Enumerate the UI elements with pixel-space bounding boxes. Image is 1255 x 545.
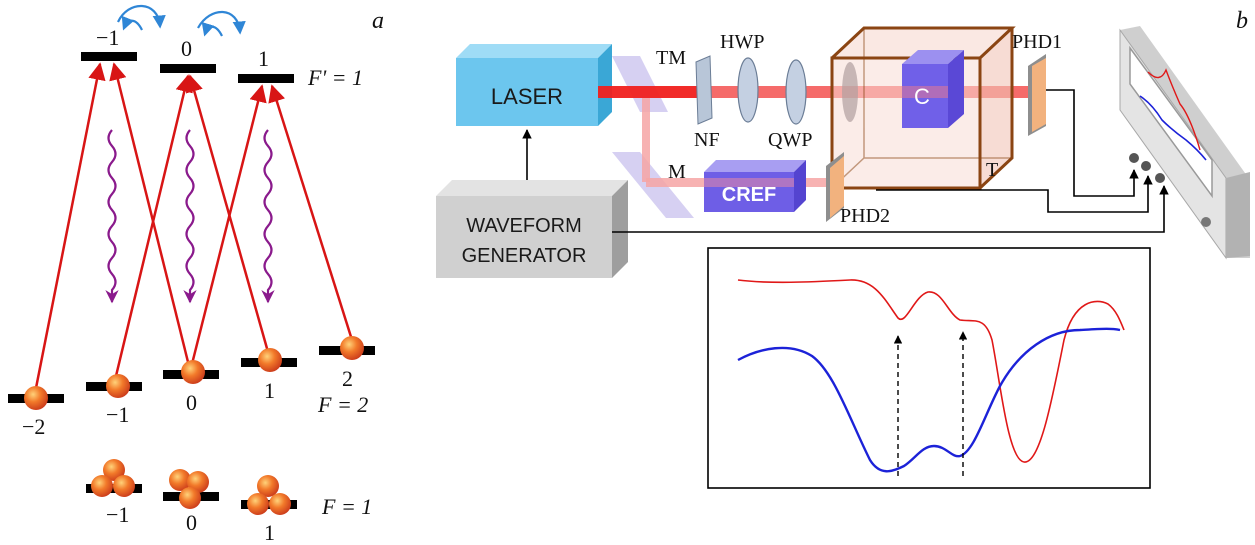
t-label: T [986, 159, 998, 181]
atom [258, 348, 282, 372]
atom-cluster-m1 [247, 475, 291, 515]
upper-sublevel-m1 [238, 74, 294, 83]
middle-label-m1: 1 [264, 378, 275, 403]
pump-arrow-3 [190, 84, 267, 365]
lower-label-m0: 0 [186, 510, 197, 535]
laser-label: LASER [491, 84, 563, 109]
panel-b-label: b [1236, 8, 1248, 34]
hwp-element: HWP [720, 31, 764, 123]
upper-label-m0: 0 [181, 36, 192, 61]
middle-label-m-2: −2 [22, 414, 45, 439]
atom [106, 374, 130, 398]
waveform-generator-label-1: WAVEFORM [466, 215, 582, 237]
panel-a-label: a [372, 8, 384, 34]
lower-label-m1: 1 [264, 520, 275, 545]
phd1-label: PHD1 [1012, 31, 1062, 53]
panel-b: b LASER WAVEFORM GENERATOR TM [436, 8, 1250, 489]
signal-wires [612, 89, 1169, 233]
decay-arrow-1 [105, 129, 119, 304]
upper-level: −1 0 1 F' = 1 [81, 25, 363, 90]
lower-level: −1 0 1 F = 1 [86, 459, 372, 545]
upper-sublevel-m0 [160, 64, 216, 73]
atom [24, 386, 48, 410]
scope-knob [1201, 217, 1211, 227]
upper-level-name: F' = 1 [307, 65, 363, 90]
waveform-generator: WAVEFORM GENERATOR [436, 180, 628, 278]
m-label: M [668, 161, 686, 183]
atom-cluster-m0 [169, 469, 209, 509]
thermostat: C T [830, 26, 1016, 190]
upper-sublevel-m-1 [81, 52, 137, 61]
middle-label-m0: 0 [186, 390, 197, 415]
phd2-label: PHD2 [840, 205, 890, 227]
waveform-generator-label-2: GENERATOR [462, 245, 587, 267]
cell-label: C [914, 84, 930, 109]
pump-arrow-1 [34, 62, 106, 389]
middle-level-name: F = 2 [317, 392, 368, 417]
qwp-element: QWP [768, 59, 812, 151]
atom-cluster-m-1 [91, 459, 135, 497]
atom [181, 360, 205, 384]
scope-knob [1129, 153, 1139, 163]
tm-element: TM NF [656, 47, 720, 151]
oscilloscope [1119, 26, 1250, 260]
pump-arrow-2 [114, 74, 193, 377]
scope-knob [1155, 173, 1165, 183]
lower-level-name: F = 1 [321, 494, 372, 519]
middle-level: −2 −1 0 1 2 F = 2 [8, 336, 375, 439]
decay-arrows [105, 129, 275, 304]
red-trace [737, 279, 1125, 463]
reference-cell: CREF [704, 160, 806, 212]
blue-trace [737, 327, 1121, 473]
hwp-label: HWP [720, 31, 764, 53]
pump-arrow-4 [109, 62, 190, 363]
scope-knob [1141, 161, 1151, 171]
coherence-arc-2 [197, 10, 246, 35]
decay-arrow-2 [183, 129, 197, 304]
coherence-arc-1 [116, 4, 166, 29]
atom [340, 336, 364, 360]
reference-cell-label: CREF [722, 184, 776, 206]
phd2: PHD2 [826, 152, 890, 227]
reference-beam-vertical [642, 98, 650, 182]
coherence-arc-2b [201, 21, 223, 37]
nf-label: NF [694, 129, 720, 151]
tm-label: TM [656, 47, 686, 69]
middle-label-m2: 2 [342, 366, 353, 391]
coherence-arc-1b [121, 15, 143, 31]
pump-arrow-5 [185, 74, 270, 353]
upper-label-m1: 1 [258, 46, 269, 71]
pump-arrows [34, 62, 354, 389]
qwp-label: QWP [768, 129, 812, 151]
signal-inset [707, 247, 1151, 489]
panel-a: a −1 0 1 F' = 1 [8, 4, 384, 545]
lower-sublevel-m1 [241, 500, 297, 509]
pump-arrow-6 [268, 84, 354, 341]
phd1: PHD1 [1012, 31, 1062, 136]
middle-label-m-1: −1 [106, 402, 129, 427]
laser-box: LASER [456, 44, 612, 126]
upper-label-m-1: −1 [96, 25, 119, 50]
coherence-arrows [116, 4, 246, 37]
lower-label-m-1: −1 [106, 502, 129, 527]
decay-arrow-3 [261, 129, 275, 304]
window [842, 62, 858, 122]
